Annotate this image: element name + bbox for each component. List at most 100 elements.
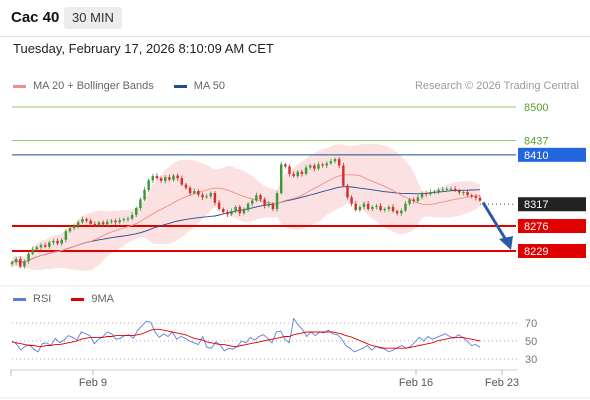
candle-body <box>89 220 92 224</box>
timeframe-button[interactable]: 30 MIN <box>64 7 122 29</box>
chart-header: Cac 40 30 MIN <box>0 0 590 37</box>
candle-body <box>23 261 26 267</box>
candle-body <box>238 206 242 214</box>
candle-body <box>221 209 225 213</box>
9ma-line <box>11 328 481 349</box>
level-tag-8317 <box>518 197 586 212</box>
candle-body <box>151 176 155 181</box>
candle-body <box>358 206 362 211</box>
candle-body <box>420 193 424 198</box>
candle-body <box>391 206 395 212</box>
candle-body <box>441 189 444 191</box>
candle-body <box>337 159 341 166</box>
candle-body <box>271 203 275 210</box>
candle-body <box>97 222 101 225</box>
candle-body <box>64 231 68 240</box>
candle-body <box>416 197 420 202</box>
candle-body <box>77 222 80 227</box>
x-tick-label-2: Feb 23 <box>485 377 519 389</box>
forecast-arrow-shaft <box>481 201 508 241</box>
candle-body <box>466 192 469 196</box>
level-tag-8276 <box>518 219 586 234</box>
candle-body <box>255 195 258 201</box>
candle-body <box>371 206 374 210</box>
candle-body <box>197 190 200 195</box>
candle-body <box>412 199 415 202</box>
candle-body <box>217 202 221 210</box>
candle-body <box>72 226 76 229</box>
candle-body <box>52 240 55 243</box>
candle-body <box>172 175 175 180</box>
forecast-arrow-head <box>499 236 513 250</box>
candle-body <box>209 193 213 197</box>
candle-body <box>135 207 138 215</box>
candle-body <box>279 164 283 194</box>
candle-body <box>85 219 88 221</box>
candle-body <box>230 211 233 215</box>
ma50-legend-label: MA 50 <box>193 80 225 92</box>
candle-body <box>329 161 333 164</box>
candle-body <box>43 245 47 247</box>
candle-body <box>354 203 357 211</box>
candle-body <box>437 189 440 192</box>
rsi-legend-swatch <box>13 297 26 301</box>
bollinger-band <box>12 144 480 271</box>
candle-body <box>147 180 150 190</box>
candle-body <box>201 194 204 198</box>
candle-body <box>449 188 453 190</box>
candle-body <box>205 196 208 198</box>
x-tick-label-0: Feb 9 <box>79 377 107 389</box>
candle-body <box>379 205 382 211</box>
candle-body <box>242 210 246 214</box>
rsi-tick-70: 70 <box>525 318 537 330</box>
candle-body <box>31 249 34 254</box>
candle-body <box>159 178 163 181</box>
candle-body <box>143 189 146 200</box>
candle-body <box>404 203 407 211</box>
candle-body <box>474 196 478 198</box>
level-label-8437: 8437 <box>524 135 548 147</box>
level-label-8410: 8410 <box>524 150 548 162</box>
candle-body <box>267 203 271 206</box>
level-label-8317: 8317 <box>524 199 548 211</box>
candle-body <box>246 203 250 211</box>
candle-body <box>93 223 97 225</box>
ma9-legend-swatch <box>71 297 85 301</box>
candle-body <box>304 167 308 174</box>
candle-body <box>114 220 117 223</box>
candle-body <box>284 164 287 167</box>
candle-body <box>10 262 14 265</box>
candle-body <box>300 171 304 174</box>
ma20-line <box>11 174 481 263</box>
candle-body <box>375 205 378 207</box>
candle-body <box>130 214 134 219</box>
candle-body <box>35 247 39 250</box>
level-tag-8410 <box>518 147 586 162</box>
candle-body <box>188 187 192 194</box>
candle-body <box>126 218 130 220</box>
candle-body <box>350 197 353 204</box>
candle-body <box>155 176 159 179</box>
candle-body <box>213 193 217 203</box>
candle-body <box>168 177 171 180</box>
rsi-legend-label: RSI <box>33 293 52 305</box>
candle-body <box>346 185 349 198</box>
candle-body <box>317 164 320 169</box>
candle-body <box>68 228 72 232</box>
candle-body <box>458 190 461 193</box>
candle-body <box>292 173 295 177</box>
candle-body <box>383 209 386 211</box>
candle-body <box>342 165 345 186</box>
candle-body <box>60 239 63 244</box>
candle-body <box>296 171 300 177</box>
candle-body <box>122 219 126 221</box>
candle-body <box>470 195 473 197</box>
candle-body <box>19 258 22 267</box>
candle-body <box>176 175 179 179</box>
candle-body <box>313 165 316 169</box>
candle-body <box>226 212 229 215</box>
price-legend: MA 20 + Bollinger Bands MA 50 <box>13 80 225 92</box>
candle-body <box>395 211 399 214</box>
candle-body <box>400 210 403 214</box>
candle-body <box>366 203 370 210</box>
